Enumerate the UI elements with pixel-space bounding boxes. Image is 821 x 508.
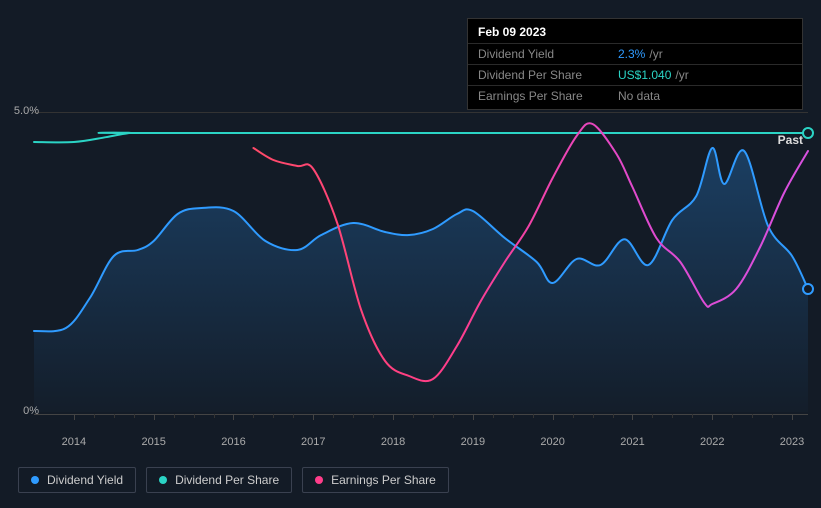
x-minor-tick — [214, 414, 215, 418]
x-tick — [393, 414, 394, 420]
x-tick-label: 2017 — [301, 436, 325, 448]
x-minor-tick — [293, 414, 294, 418]
x-minor-tick — [453, 414, 454, 418]
x-tick — [313, 414, 314, 420]
chart-legend: Dividend Yield Dividend Per Share Earnin… — [18, 467, 449, 493]
x-tick — [473, 414, 474, 420]
x-minor-tick — [253, 414, 254, 418]
legend-dot-icon — [159, 476, 167, 484]
x-minor-tick — [373, 414, 374, 418]
x-tick — [712, 414, 713, 420]
tooltip-label: Dividend Yield — [478, 47, 618, 61]
legend-dot-icon — [31, 476, 39, 484]
x-minor-tick — [692, 414, 693, 418]
past-label: Past — [778, 133, 803, 147]
x-minor-tick — [652, 414, 653, 418]
x-minor-tick — [772, 414, 773, 418]
x-minor-tick — [114, 414, 115, 418]
legend-label: Earnings Per Share — [331, 473, 436, 487]
x-tick — [632, 414, 633, 420]
x-minor-tick — [433, 414, 434, 418]
x-minor-tick — [273, 414, 274, 418]
dividend-chart: Feb 09 2023 Dividend Yield 2.3% /yr Divi… — [0, 0, 821, 508]
x-minor-tick — [533, 414, 534, 418]
legend-item-dividend-yield[interactable]: Dividend Yield — [18, 467, 136, 493]
x-minor-tick — [134, 414, 135, 418]
x-tick-label: 2023 — [780, 436, 804, 448]
tooltip-label: Earnings Per Share — [478, 89, 618, 103]
x-tick — [233, 414, 234, 420]
legend-label: Dividend Per Share — [175, 473, 279, 487]
x-tick — [154, 414, 155, 420]
marker-dividend_per_share — [802, 127, 814, 139]
x-minor-tick — [593, 414, 594, 418]
x-tick-label: 2022 — [700, 436, 724, 448]
tooltip-label: Dividend Per Share — [478, 68, 618, 82]
x-minor-tick — [752, 414, 753, 418]
legend-item-dividend-per-share[interactable]: Dividend Per Share — [146, 467, 292, 493]
x-minor-tick — [94, 414, 95, 418]
x-tick — [74, 414, 75, 420]
x-minor-tick — [413, 414, 414, 418]
x-tick-label: 2015 — [141, 436, 165, 448]
tooltip-date: Feb 09 2023 — [468, 19, 802, 44]
tooltip-suffix: /yr — [675, 68, 688, 82]
x-tick-label: 2019 — [461, 436, 485, 448]
legend-dot-icon — [315, 476, 323, 484]
marker-dividend_yield — [802, 283, 814, 295]
x-tick — [792, 414, 793, 420]
tooltip-suffix: /yr — [649, 47, 662, 61]
line-dividend_per_share — [34, 133, 808, 143]
x-minor-tick — [513, 414, 514, 418]
x-minor-tick — [174, 414, 175, 418]
legend-label: Dividend Yield — [47, 473, 123, 487]
tooltip-value: No data — [618, 89, 660, 103]
x-tick-label: 2014 — [62, 436, 86, 448]
x-minor-tick — [493, 414, 494, 418]
x-tick-label: 2016 — [221, 436, 245, 448]
tooltip-row: Earnings Per Share No data — [468, 86, 802, 109]
tooltip-row: Dividend Yield 2.3% /yr — [468, 44, 802, 65]
x-minor-tick — [353, 414, 354, 418]
x-minor-tick — [613, 414, 614, 418]
legend-item-earnings-per-share[interactable]: Earnings Per Share — [302, 467, 449, 493]
x-minor-tick — [573, 414, 574, 418]
x-minor-tick — [732, 414, 733, 418]
tooltip-value: US$1.040 — [618, 68, 671, 82]
x-minor-tick — [333, 414, 334, 418]
tooltip-row: Dividend Per Share US$1.040 /yr — [468, 65, 802, 86]
x-tick — [553, 414, 554, 420]
x-tick-label: 2020 — [540, 436, 564, 448]
x-tick-label: 2018 — [381, 436, 405, 448]
tooltip-value: 2.3% — [618, 47, 645, 61]
x-minor-tick — [194, 414, 195, 418]
x-tick-label: 2021 — [620, 436, 644, 448]
chart-tooltip: Feb 09 2023 Dividend Yield 2.3% /yr Divi… — [467, 18, 803, 110]
x-minor-tick — [672, 414, 673, 418]
